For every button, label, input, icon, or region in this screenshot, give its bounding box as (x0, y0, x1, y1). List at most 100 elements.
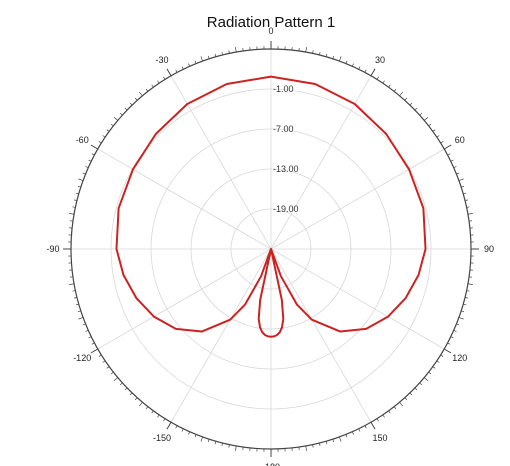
grid-spoke (170, 75, 272, 250)
minor-tick (312, 444, 314, 448)
major-tick (443, 348, 452, 354)
minor-tick (98, 354, 102, 357)
angle-tick-label: -30 (155, 55, 168, 65)
radial-label: -19.00 (273, 204, 299, 214)
minor-tick (75, 192, 79, 195)
angle-tick-label: -60 (76, 135, 89, 145)
angle-tick-label: -90 (46, 244, 59, 254)
minor-tick (399, 91, 404, 97)
minor-tick (163, 418, 166, 422)
minor-tick (325, 53, 328, 57)
radial-label: -7.00 (273, 124, 294, 134)
minor-tick (175, 425, 178, 429)
minor-tick (102, 360, 106, 363)
minor-tick (106, 366, 110, 369)
angle-tick-label: 30 (375, 55, 385, 65)
chart-title: Radiation Pattern 1 (207, 14, 335, 31)
minor-tick (78, 178, 84, 181)
grid-spoke (270, 75, 372, 250)
minor-tick (432, 129, 436, 132)
grid-spoke (270, 248, 372, 423)
minor-tick (69, 213, 75, 215)
minor-tick (134, 97, 138, 101)
minor-tick (456, 172, 460, 175)
grid-spoke (270, 148, 445, 250)
minor-tick (419, 112, 423, 116)
minor-tick (332, 439, 335, 443)
grid-spoke (97, 148, 272, 250)
minor-tick (358, 428, 361, 432)
minor-tick (461, 185, 465, 188)
minor-tick (440, 354, 444, 357)
minor-tick (339, 436, 342, 442)
minor-tick (200, 436, 203, 442)
minor-tick (207, 439, 210, 443)
minor-tick (221, 442, 223, 447)
minor-tick (466, 206, 470, 208)
angle-tick-label: -180 (262, 462, 280, 466)
minor-tick (77, 310, 81, 313)
minor-tick (463, 192, 467, 195)
minor-tick (85, 166, 89, 168)
minor-tick (129, 392, 133, 396)
minor-tick (312, 50, 314, 54)
minor-tick (450, 336, 454, 339)
minor-tick (339, 56, 342, 62)
minor-tick (113, 377, 119, 382)
minor-tick (332, 55, 335, 59)
minor-tick (119, 382, 123, 386)
minor-tick (461, 310, 465, 313)
minor-tick (113, 116, 119, 121)
minor-tick (453, 330, 457, 332)
minor-tick (75, 303, 79, 306)
minor-tick (423, 116, 429, 121)
minor-tick (364, 425, 367, 429)
minor-tick (464, 199, 469, 201)
grid-spoke (170, 248, 272, 423)
minor-tick (124, 387, 128, 391)
minor-tick (145, 406, 149, 410)
angle-axis: 0 30 60 90 120 150 -180 -150 -120 -90 -60 -30 (46, 26, 494, 466)
radial-label: -13.00 (273, 164, 299, 174)
minor-tick (352, 63, 354, 67)
minor-tick (409, 392, 413, 396)
minor-tick (221, 51, 223, 56)
angle-tick-label: 60 (455, 135, 465, 145)
minor-tick (194, 434, 197, 438)
minor-tick (157, 414, 160, 418)
major-tick (90, 348, 99, 354)
angle-tick-label: -150 (153, 433, 171, 443)
minor-tick (228, 444, 230, 448)
angle-tick-label: -120 (73, 353, 91, 363)
minor-tick (235, 445, 237, 451)
minor-tick (188, 63, 190, 67)
minor-tick (78, 317, 84, 320)
minor-tick (352, 431, 354, 435)
minor-tick (194, 60, 197, 64)
minor-tick (163, 76, 166, 80)
minor-tick (319, 51, 321, 56)
minor-tick (393, 406, 397, 410)
grid-spoke (97, 248, 272, 350)
minor-tick (129, 102, 133, 106)
minor-tick (82, 323, 86, 326)
angle-tick-label: 150 (372, 433, 387, 443)
minor-tick (376, 76, 379, 80)
minor-tick (404, 97, 408, 101)
minor-tick (404, 397, 408, 401)
minor-tick (73, 199, 78, 201)
minor-tick (214, 441, 217, 445)
minor-tick (388, 84, 391, 88)
minor-tick (409, 102, 413, 106)
minor-tick (85, 330, 89, 332)
minor-tick (88, 159, 92, 162)
minor-tick (134, 397, 138, 401)
minor-tick (464, 297, 469, 299)
minor-tick (102, 135, 106, 138)
major-tick (443, 144, 452, 150)
minor-tick (106, 129, 110, 132)
minor-tick (82, 172, 86, 175)
minor-tick (399, 401, 404, 407)
major-tick (166, 421, 172, 430)
minor-tick (119, 112, 123, 116)
